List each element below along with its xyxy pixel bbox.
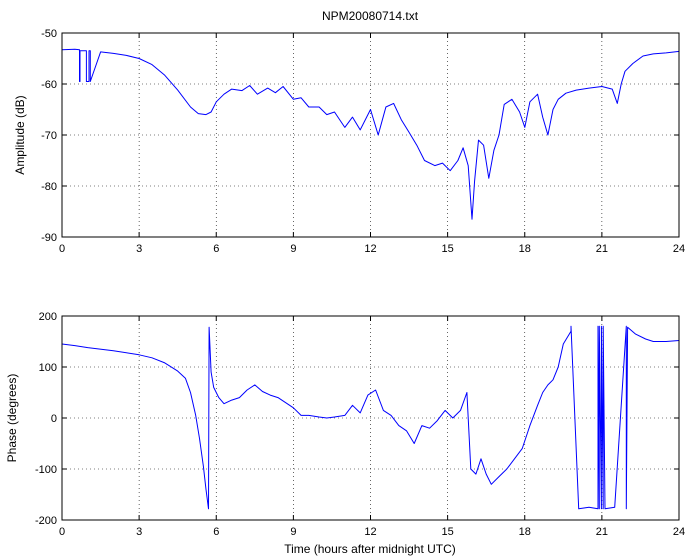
phase-ticks: 0 3 6 9 12 15 18 21 24 -200 -100 0 100 200 (35, 311, 685, 538)
y-tick-label: 100 (39, 362, 57, 374)
y-tick-label: -90 (41, 232, 57, 244)
amplitude-subplot: NPM20080714.txt 0 3 6 9 12 15 18 21 24 -90 -80 -70 -… (13, 9, 685, 255)
x-tick-label: 3 (136, 243, 142, 255)
x-tick-label: 9 (290, 526, 296, 538)
x-tick-label: 0 (59, 243, 65, 255)
x-tick-label: 6 (213, 526, 219, 538)
x-tick-label: 3 (136, 526, 142, 538)
y-tick-label: -200 (35, 515, 57, 527)
x-tick-label: 21 (596, 526, 608, 538)
x-tick-label: 6 (213, 243, 219, 255)
x-tick-label: 24 (673, 243, 685, 255)
y-tick-label: 0 (51, 413, 57, 425)
x-tick-label: 0 (59, 526, 65, 538)
x-tick-label: 24 (673, 526, 685, 538)
amplitude-y-axis-label: Amplitude (dB) (13, 95, 27, 174)
x-axis-label: Time (hours after midnight UTC) (284, 542, 456, 556)
x-tick-label: 15 (442, 526, 454, 538)
phase-grid (62, 316, 679, 520)
x-tick-label: 15 (442, 243, 454, 255)
y-tick-label: -100 (35, 464, 57, 476)
amplitude-series (61, 48, 680, 220)
chart-title: NPM20080714.txt (322, 9, 419, 23)
amplitude-grid (62, 33, 679, 237)
x-tick-label: 18 (519, 243, 531, 255)
x-tick-label: 21 (596, 243, 608, 255)
x-tick-label: 9 (290, 243, 296, 255)
phase-y-axis-label: Phase (degrees) (5, 374, 19, 463)
phase-series-line (61, 325, 680, 510)
y-tick-label: 200 (39, 311, 57, 323)
x-tick-label: 12 (364, 526, 376, 538)
x-tick-label: 12 (364, 243, 376, 255)
y-tick-label: -60 (41, 79, 57, 91)
phase-subplot: 0 3 6 9 12 15 18 21 24 -200 -100 0 100 200 Phase (deg… (5, 311, 685, 556)
y-tick-label: -70 (41, 130, 57, 142)
amplitude-ticks: 0 3 6 9 12 15 18 21 24 -90 -80 -70 -60 -50 (41, 28, 685, 255)
y-tick-label: -80 (41, 181, 57, 193)
amplitude-series-line (61, 48, 680, 220)
phase-series (61, 325, 680, 510)
y-tick-label: -50 (41, 28, 57, 40)
x-tick-label: 18 (519, 526, 531, 538)
